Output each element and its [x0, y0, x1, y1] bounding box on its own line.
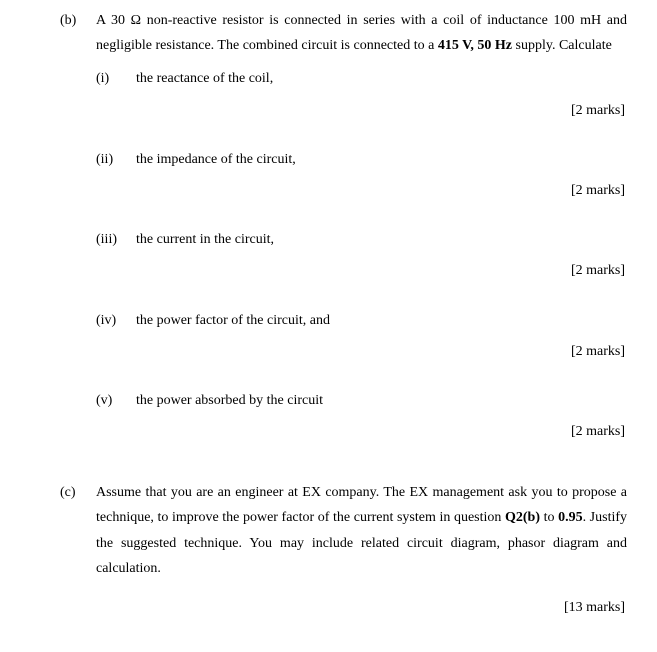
sub-iii-text: the current in the circuit, — [136, 227, 627, 252]
sub-ii: (ii) the impedance of the circuit, — [96, 147, 627, 172]
exam-page: (b) A 30 Ω non-reactive resistor is conn… — [0, 0, 657, 652]
part-c-marks: [13 marks] — [96, 595, 627, 620]
part-c: (c) Assume that you are an engineer at E… — [60, 480, 627, 620]
sub-i-text: the reactance of the coil, — [136, 66, 627, 91]
sub-v-marks: [2 marks] — [96, 419, 627, 444]
sub-ii-label: (ii) — [96, 147, 136, 172]
part-c-body: Assume that you are an engineer at EX co… — [96, 480, 627, 620]
sub-iii-label: (iii) — [96, 227, 136, 252]
sub-iv: (iv) the power factor of the circuit, an… — [96, 308, 627, 333]
sub-iii-marks: [2 marks] — [96, 258, 627, 283]
sub-i: (i) the reactance of the coil, — [96, 66, 627, 91]
sub-v-label: (v) — [96, 388, 136, 413]
sub-iii: (iii) the current in the circuit, — [96, 227, 627, 252]
part-c-text: Assume that you are an engineer at EX co… — [96, 480, 627, 581]
sub-i-label: (i) — [96, 66, 136, 91]
part-b-body: A 30 Ω non-reactive resistor is connecte… — [96, 8, 627, 468]
part-b-intro: A 30 Ω non-reactive resistor is connecte… — [96, 8, 627, 58]
part-c-label: (c) — [60, 480, 96, 620]
sub-v: (v) the power absorbed by the circuit — [96, 388, 627, 413]
sub-ii-marks: [2 marks] — [96, 178, 627, 203]
sub-ii-text: the impedance of the circuit, — [136, 147, 627, 172]
sub-i-marks: [2 marks] — [96, 98, 627, 123]
sub-iv-marks: [2 marks] — [96, 339, 627, 364]
part-b-label: (b) — [60, 8, 96, 468]
sub-iv-text: the power factor of the circuit, and — [136, 308, 627, 333]
sub-v-text: the power absorbed by the circuit — [136, 388, 627, 413]
part-b: (b) A 30 Ω non-reactive resistor is conn… — [60, 8, 627, 468]
sub-iv-label: (iv) — [96, 308, 136, 333]
